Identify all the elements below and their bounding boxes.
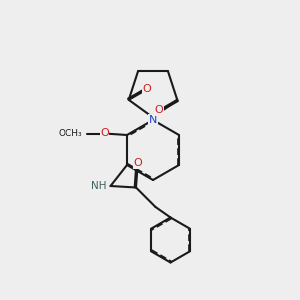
- Text: OCH₃: OCH₃: [58, 129, 82, 138]
- Text: O: O: [100, 128, 109, 139]
- Text: O: O: [133, 158, 142, 169]
- Text: O: O: [155, 105, 164, 115]
- Text: N: N: [149, 115, 157, 125]
- Text: NH: NH: [91, 181, 106, 191]
- Text: O: O: [142, 84, 151, 94]
